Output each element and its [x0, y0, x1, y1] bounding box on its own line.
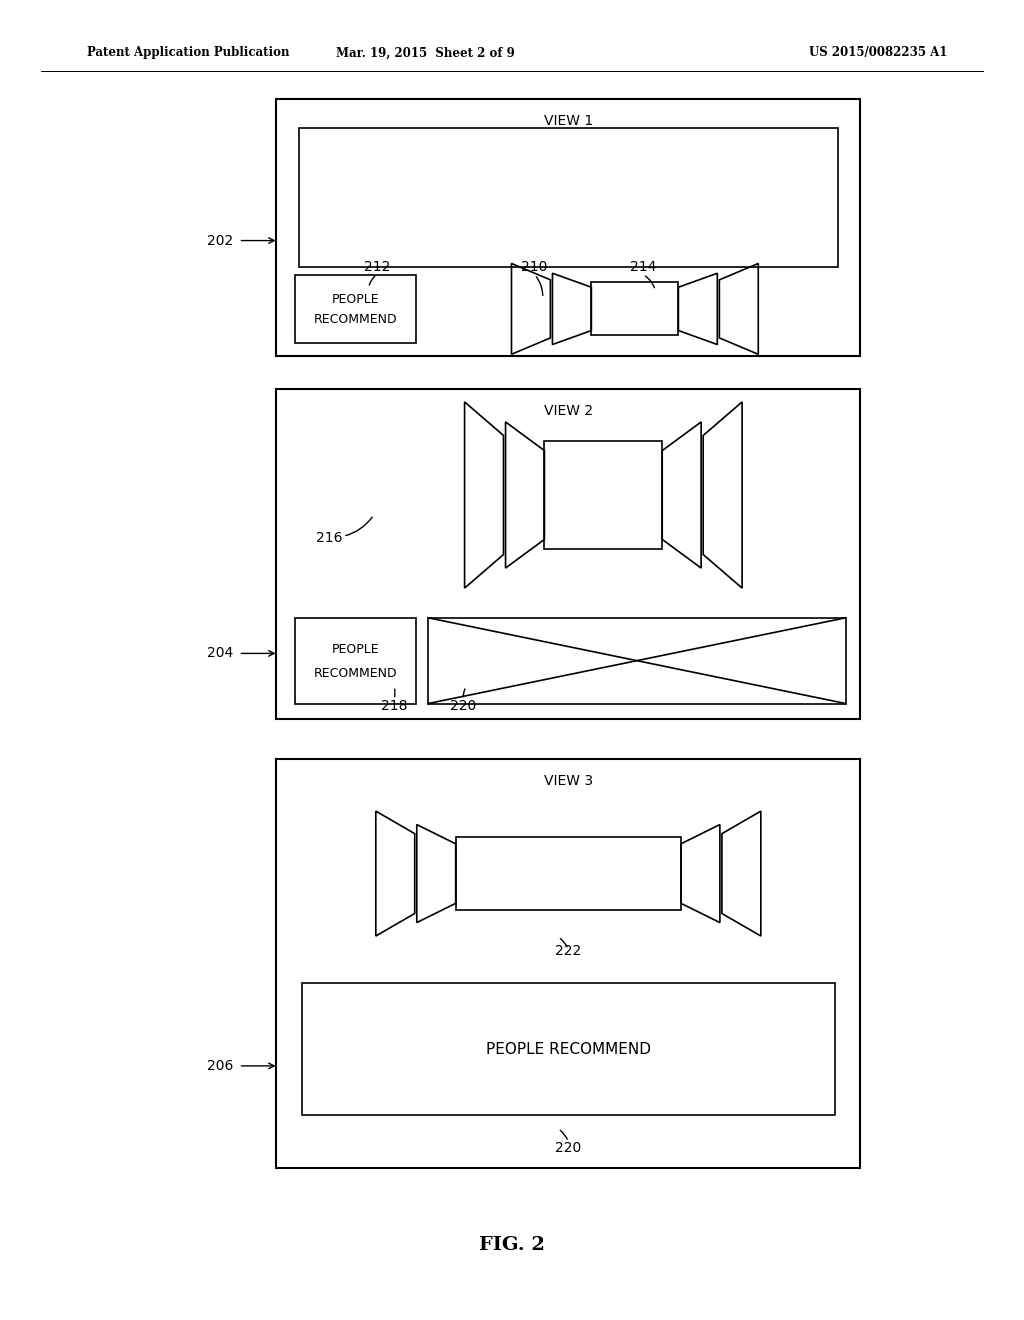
- Text: FIG. 2: FIG. 2: [479, 1236, 545, 1254]
- Text: 216: 216: [316, 531, 343, 545]
- Text: RECOMMEND: RECOMMEND: [313, 667, 397, 680]
- Bar: [302, 983, 835, 1115]
- Text: 222: 222: [555, 944, 582, 958]
- Bar: [276, 389, 860, 719]
- Bar: [456, 837, 681, 909]
- Bar: [295, 618, 416, 704]
- Text: 206: 206: [207, 1059, 233, 1073]
- Text: 210: 210: [521, 260, 548, 273]
- Text: PEOPLE: PEOPLE: [332, 643, 379, 656]
- Text: PEOPLE RECOMMEND: PEOPLE RECOMMEND: [485, 1041, 651, 1057]
- Bar: [545, 441, 663, 549]
- Bar: [592, 282, 678, 335]
- Text: 218: 218: [381, 700, 408, 713]
- Text: VIEW 2: VIEW 2: [544, 404, 593, 418]
- Text: VIEW 3: VIEW 3: [544, 774, 593, 788]
- Text: PEOPLE: PEOPLE: [332, 293, 379, 306]
- Bar: [299, 128, 838, 267]
- Text: Mar. 19, 2015  Sheet 2 of 9: Mar. 19, 2015 Sheet 2 of 9: [336, 46, 514, 59]
- Text: 204: 204: [207, 647, 233, 660]
- Text: 202: 202: [207, 234, 233, 248]
- Bar: [276, 759, 860, 1168]
- Text: Patent Application Publication: Patent Application Publication: [87, 46, 290, 59]
- Text: RECOMMEND: RECOMMEND: [313, 313, 397, 326]
- Bar: [276, 99, 860, 356]
- Text: 220: 220: [450, 700, 476, 713]
- Text: VIEW 1: VIEW 1: [544, 114, 593, 128]
- Text: 212: 212: [364, 260, 390, 273]
- Text: US 2015/0082235 A1: US 2015/0082235 A1: [809, 46, 947, 59]
- Bar: [295, 275, 416, 343]
- Text: 214: 214: [630, 260, 656, 273]
- Bar: [428, 618, 846, 704]
- Text: 220: 220: [555, 1142, 582, 1155]
